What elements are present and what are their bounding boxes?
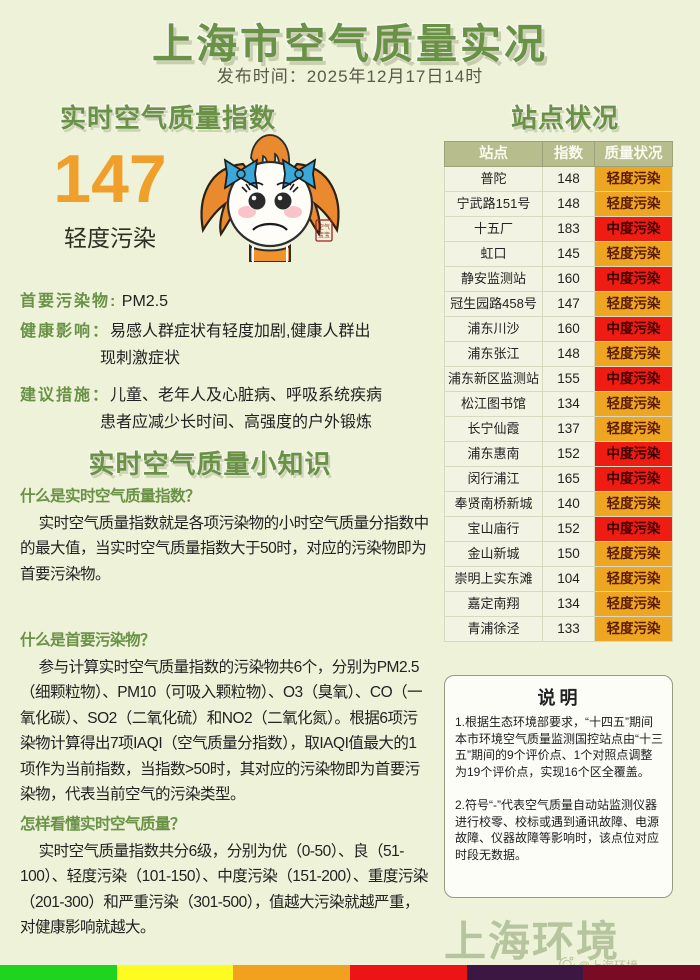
svg-text:宝宝: 宝宝	[318, 231, 330, 239]
svg-text:空气: 空气	[318, 223, 330, 231]
